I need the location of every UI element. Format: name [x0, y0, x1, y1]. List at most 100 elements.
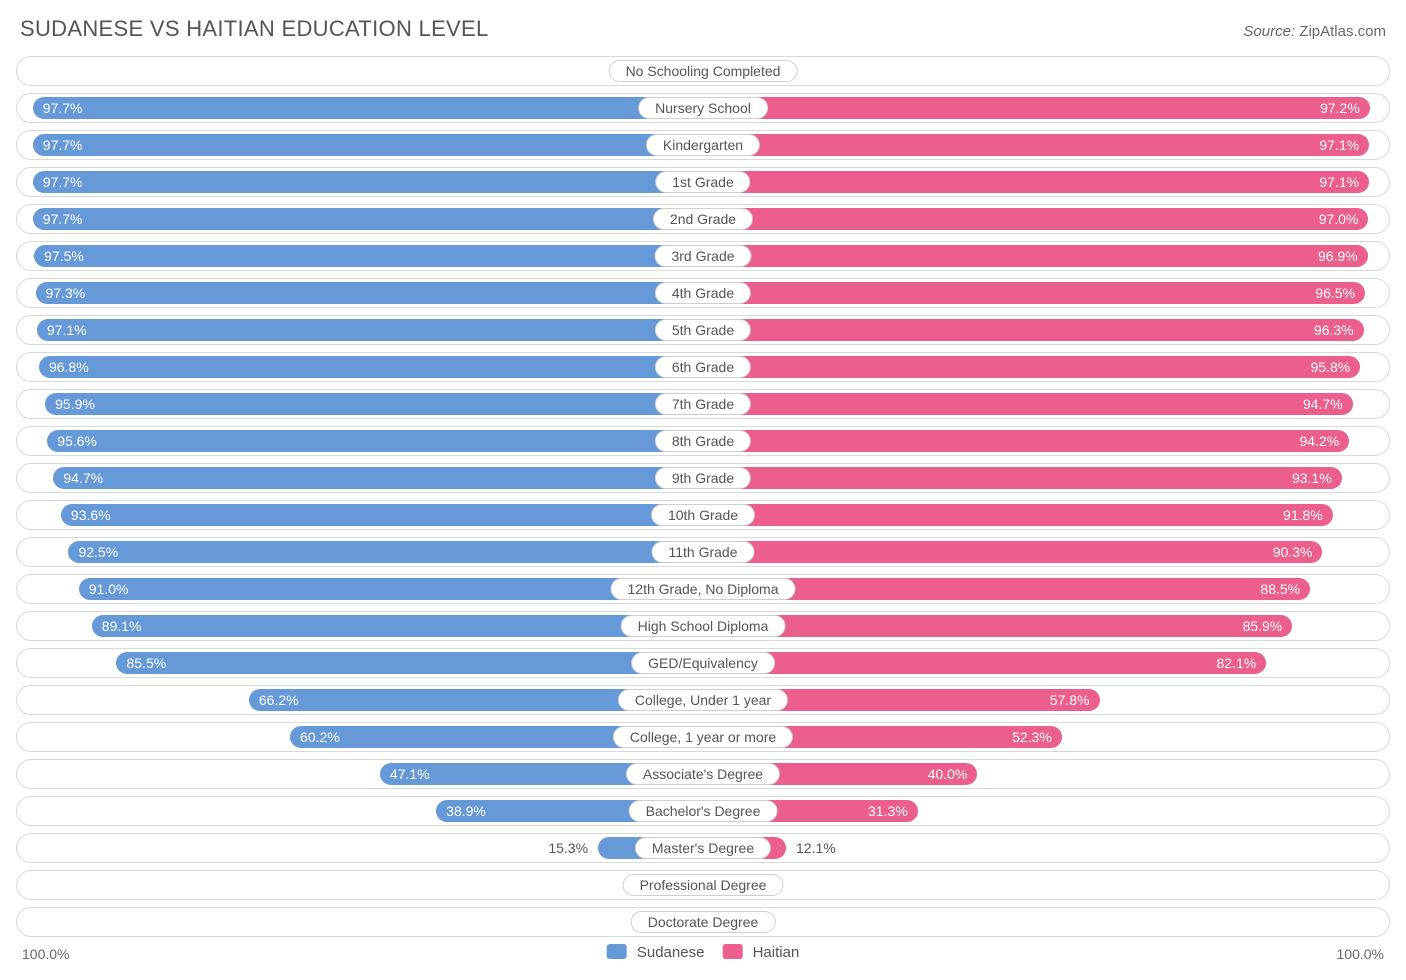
chart-header: SUDANESE VS HAITIAN EDUCATION LEVEL Sour…: [16, 10, 1390, 56]
category-label: Nursery School: [638, 97, 768, 119]
bar-row: 91.0% 88.5% 12th Grade, No Diploma: [16, 574, 1390, 604]
value-right: 94.7%: [1301, 390, 1345, 418]
value-right: 40.0%: [926, 760, 970, 788]
category-label: High School Diploma: [621, 615, 786, 637]
bar-left: [79, 578, 703, 600]
value-right: 93.1%: [1290, 464, 1334, 492]
bar-left: [33, 171, 703, 193]
value-right: 90.3%: [1271, 538, 1315, 566]
bar-right: [703, 393, 1353, 415]
bar-left: [34, 245, 703, 267]
legend-swatch-left: [607, 944, 627, 959]
value-right: 96.5%: [1313, 279, 1357, 307]
bar-left: [68, 541, 703, 563]
bar-left: [92, 615, 703, 637]
value-left: 92.5%: [76, 538, 120, 566]
category-label: 11th Grade: [651, 541, 754, 563]
category-label: College, Under 1 year: [618, 689, 788, 711]
value-left: 91.0%: [87, 575, 131, 603]
value-left: 95.6%: [55, 427, 99, 455]
value-right: 52.3%: [1010, 723, 1054, 751]
chart-axis: 100.0% Sudanese Haitian 100.0%: [16, 944, 1390, 970]
bar-left: [36, 282, 703, 304]
value-left: 94.7%: [61, 464, 105, 492]
value-left: 97.5%: [42, 242, 86, 270]
bar-right: [703, 282, 1365, 304]
bar-left: [61, 504, 703, 526]
bar-row: 92.5% 90.3% 11th Grade: [16, 537, 1390, 567]
value-right: 82.1%: [1215, 649, 1259, 677]
axis-right-max: 100.0%: [1337, 946, 1384, 962]
value-right: 97.2%: [1318, 94, 1362, 122]
bar-left: [45, 393, 703, 415]
value-left: 93.6%: [69, 501, 113, 529]
category-label: No Schooling Completed: [609, 60, 798, 82]
category-label: 3rd Grade: [654, 245, 751, 267]
value-right: 97.0%: [1317, 205, 1361, 233]
value-left: 95.9%: [53, 390, 97, 418]
legend-item-left: Sudanese: [607, 944, 705, 961]
bar-right: [703, 208, 1368, 230]
value-right: 57.8%: [1048, 686, 1092, 714]
value-right: 94.2%: [1298, 427, 1342, 455]
bar-row: 60.2% 52.3% College, 1 year or more: [16, 722, 1390, 752]
category-label: Associate's Degree: [626, 763, 780, 785]
diverging-bar-chart: 2.3%2.9%No Schooling Completed 97.7% 97.2%…: [16, 56, 1390, 937]
bar-row: 97.7% 97.2% Nursery School: [16, 93, 1390, 123]
category-label: College, 1 year or more: [613, 726, 793, 748]
category-label: 6th Grade: [655, 356, 751, 378]
legend-label-left: Sudanese: [637, 944, 705, 961]
bar-left: [33, 134, 703, 156]
category-label: 9th Grade: [655, 467, 751, 489]
bar-right: [703, 245, 1368, 267]
bar-row: 85.5%82.1%GED/Equivalency: [16, 648, 1390, 678]
chart-legend: Sudanese Haitian: [607, 944, 800, 961]
legend-item-right: Haitian: [722, 944, 799, 961]
category-label: Master's Degree: [635, 837, 771, 859]
bar-row: 97.5%96.9%3rd Grade: [16, 241, 1390, 271]
value-left: 97.1%: [45, 316, 89, 344]
bar-row: 94.7% 93.1% 9th Grade: [16, 463, 1390, 493]
bar-row: 97.7%97.1%1st Grade: [16, 167, 1390, 197]
axis-left-max: 100.0%: [22, 946, 69, 962]
value-left: 60.2%: [298, 723, 342, 751]
bar-right: [703, 430, 1349, 452]
bar-right: [703, 541, 1322, 563]
value-left: 38.9%: [444, 797, 488, 825]
legend-label-right: Haitian: [753, 944, 800, 961]
value-left: 96.8%: [47, 353, 91, 381]
bar-right: [703, 134, 1369, 156]
bar-right: [703, 652, 1266, 674]
value-left: 66.2%: [257, 686, 301, 714]
value-left: 89.1%: [100, 612, 144, 640]
bar-right: [703, 467, 1342, 489]
bar-left: [37, 319, 703, 341]
value-left: 97.3%: [44, 279, 88, 307]
legend-swatch-right: [722, 944, 742, 959]
bar-row: 2.3%2.9%No Schooling Completed: [16, 56, 1390, 86]
source-name: ZipAtlas.com: [1299, 23, 1386, 40]
value-right: 31.3%: [866, 797, 910, 825]
value-right: 96.3%: [1312, 316, 1356, 344]
value-left: 85.5%: [124, 649, 168, 677]
category-label: 7th Grade: [655, 393, 751, 415]
value-right: 88.5%: [1258, 575, 1302, 603]
value-left: 97.7%: [41, 94, 85, 122]
bar-row: 93.6%91.8%10th Grade: [16, 500, 1390, 530]
value-left: 97.7%: [41, 205, 85, 233]
value-right: 12.1%: [794, 834, 838, 862]
value-right: 95.8%: [1308, 353, 1352, 381]
bar-left: [33, 97, 703, 119]
category-label: 4th Grade: [655, 282, 751, 304]
bar-right: [703, 504, 1333, 526]
category-label: Professional Degree: [623, 874, 784, 896]
bar-row: 38.9% 31.3% Bachelor's Degree: [16, 796, 1390, 826]
bar-left: [53, 467, 703, 489]
value-right: 85.9%: [1241, 612, 1285, 640]
bar-row: 97.3% 96.5% 4th Grade: [16, 278, 1390, 308]
category-label: Bachelor's Degree: [629, 800, 778, 822]
bar-row: 66.2% 57.8% College, Under 1 year: [16, 685, 1390, 715]
bar-row: 4.6%3.5%Professional Degree: [16, 870, 1390, 900]
category-label: Kindergarten: [646, 134, 760, 156]
category-label: 12th Grade, No Diploma: [611, 578, 796, 600]
